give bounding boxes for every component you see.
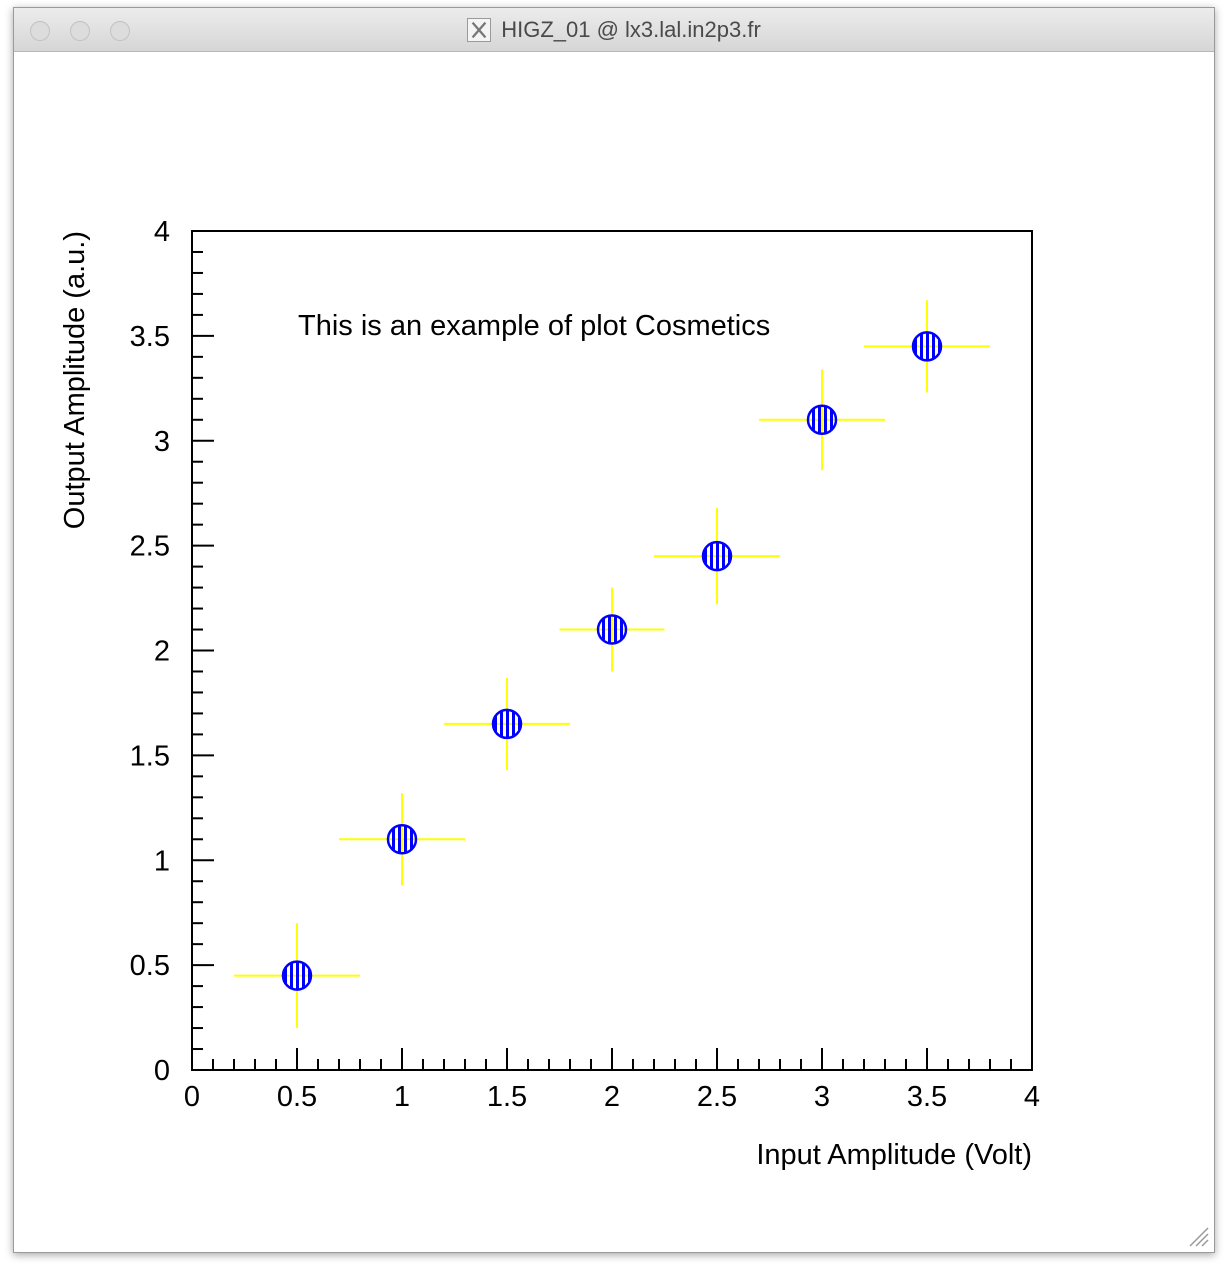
x-tick-label: 3 [814, 1081, 830, 1113]
data-point-marker [701, 540, 733, 572]
x11-icon [467, 18, 492, 42]
y-tick-label: 4 [154, 216, 170, 248]
x-tick-label: 0 [184, 1081, 200, 1113]
x-tick-label: 2.5 [697, 1081, 737, 1113]
x-tick-label: 1.5 [487, 1081, 527, 1113]
window-title: HIGZ_01 @ lx3.lal.in2p3.fr [501, 17, 761, 42]
higz-window: HIGZ_01 @ lx3.lal.in2p3.fr 0 0.5 1 1.5 2 2.5 3… [13, 7, 1215, 1253]
y-tick-labels: 0 0.5 1 1.5 2 2.5 3 3.5 4 [130, 216, 170, 1087]
x-tick-label: 1 [394, 1081, 410, 1113]
x-axis-label: Input Amplitude (Volt) [756, 1139, 1032, 1171]
y-tick-label: 3 [154, 426, 170, 458]
y-tick-label: 1.5 [130, 740, 170, 772]
y-tick-label: 0.5 [130, 950, 170, 982]
axis-ticks [191, 230, 1033, 1071]
data-point-marker [596, 614, 628, 645]
data-point-marker [911, 331, 943, 362]
data-point-marker [491, 708, 523, 740]
window-title-wrap: HIGZ_01 @ lx3.lal.in2p3.fr [14, 8, 1214, 52]
error-bars [234, 300, 990, 1029]
data-point-marker [386, 824, 418, 855]
x-tick-label: 0.5 [277, 1081, 317, 1113]
y-tick-label: 1 [154, 845, 170, 877]
data-point-marker [281, 960, 313, 991]
y-tick-label: 0 [154, 1055, 170, 1087]
data-markers [281, 331, 943, 991]
plot-title: This is an example of plot Cosmetics [298, 310, 770, 342]
close-window-button[interactable] [30, 21, 50, 41]
zoom-window-button[interactable] [110, 21, 130, 41]
window-titlebar[interactable]: HIGZ_01 @ lx3.lal.in2p3.fr [14, 8, 1214, 52]
resize-grip-icon[interactable] [1186, 1224, 1210, 1248]
y-tick-label: 3.5 [130, 321, 170, 353]
y-tick-label: 2.5 [130, 531, 170, 563]
data-point-marker [806, 404, 838, 436]
plot-canvas: 0 0.5 1 1.5 2 2.5 3 3.5 4 0 0.5 1 1.5 2 2.5 3 3.5 4 This… [59, 216, 1040, 1171]
y-tick-label: 2 [154, 636, 170, 668]
x-tick-label: 3.5 [907, 1081, 947, 1113]
x-tick-label: 2 [604, 1081, 620, 1113]
y-axis-label: Output Amplitude (a.u.) [59, 231, 91, 529]
x-tick-labels: 0 0.5 1 1.5 2 2.5 3 3.5 4 [184, 1081, 1040, 1113]
minimize-window-button[interactable] [70, 21, 90, 41]
x-tick-label: 4 [1024, 1081, 1040, 1113]
